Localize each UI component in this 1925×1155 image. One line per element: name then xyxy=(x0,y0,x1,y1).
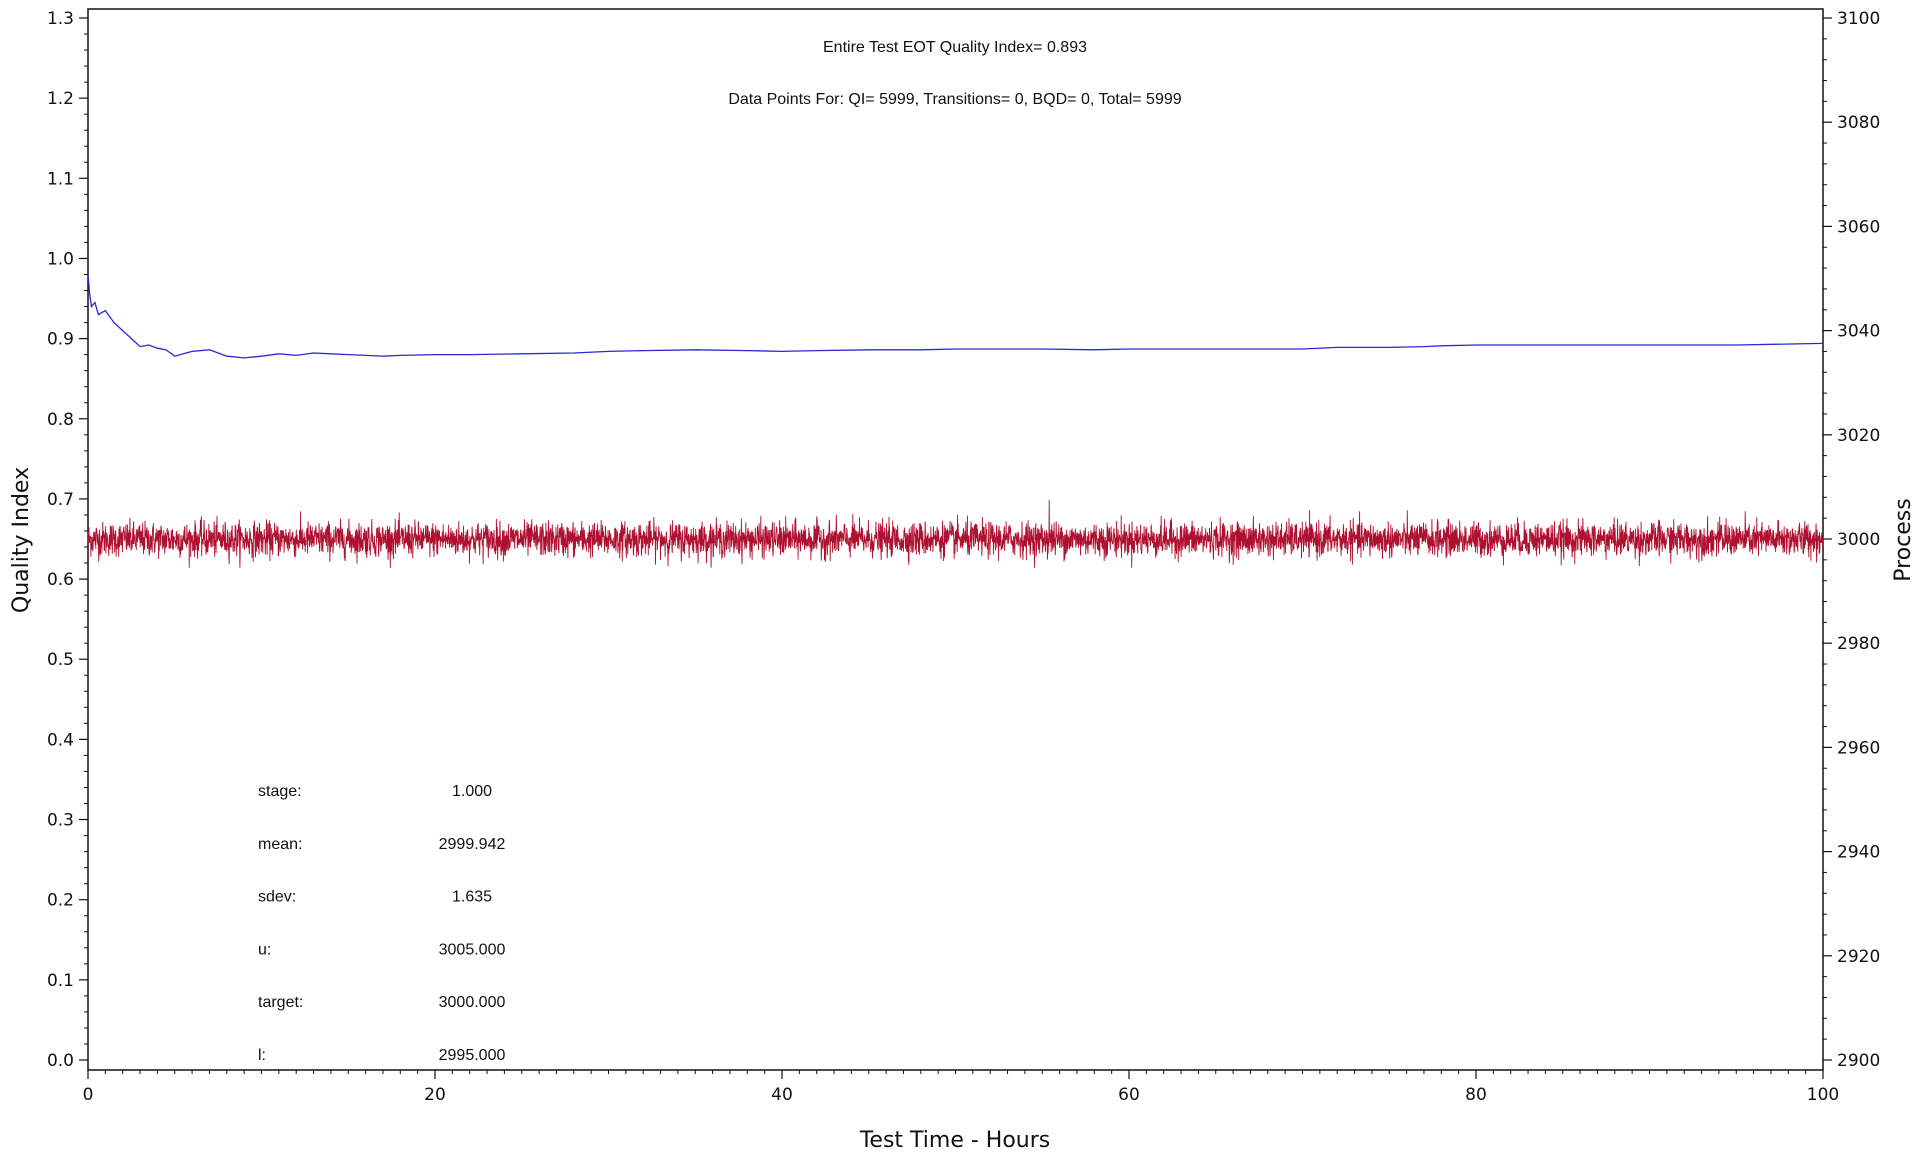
y-left-axis-title: Quality Index xyxy=(9,467,34,613)
stat-value: 1.635 xyxy=(452,889,492,906)
y-right-tick-label: 2980 xyxy=(1837,634,1880,654)
y-left-tick-label: 1.0 xyxy=(47,249,74,269)
y-right-tick-label: 3100 xyxy=(1837,9,1880,29)
y-right-tick-label: 2900 xyxy=(1837,1051,1880,1071)
y-right-tick-label: 2960 xyxy=(1837,738,1880,758)
y-left-tick-label: 0.4 xyxy=(47,730,74,750)
axis-ticks xyxy=(79,17,1832,1079)
y-left-tick-label: 0.7 xyxy=(47,490,74,510)
y-left-tick-label: 0.3 xyxy=(47,811,74,831)
x-tick-label: 0 xyxy=(83,1085,94,1105)
data-points-annotation: Data Points For: QI= 5999, Transitions= … xyxy=(728,91,1181,108)
stat-label: stage: xyxy=(258,783,302,800)
stat-label: target: xyxy=(258,994,303,1011)
x-tick-label: 40 xyxy=(771,1085,793,1105)
quality-index-line xyxy=(87,274,1824,359)
stat-label: sdev: xyxy=(258,889,296,906)
x-tick-label: 60 xyxy=(1118,1085,1140,1105)
stat-label: u: xyxy=(258,941,271,958)
x-tick-label: 20 xyxy=(424,1085,446,1105)
stat-value: 3005.000 xyxy=(439,941,506,958)
y-left-tick-label: 0.5 xyxy=(47,650,74,670)
y-left-tick-label: 0.2 xyxy=(47,891,74,911)
series-layer xyxy=(87,274,1824,568)
y-right-tick-label: 3080 xyxy=(1837,113,1880,133)
stat-value: 3000.000 xyxy=(439,994,506,1011)
stats-panel: stage: 1.000 mean: 2999.942 sdev: 1.635 u: 3005… xyxy=(258,783,505,1064)
y-right-tick-label: 3060 xyxy=(1837,217,1880,237)
y-right-tick-label: 2940 xyxy=(1837,843,1880,863)
x-axis-title: Test Time - Hours xyxy=(859,1128,1051,1153)
x-tick-label: 100 xyxy=(1807,1085,1839,1105)
y-right-tick-label: 3000 xyxy=(1837,530,1880,550)
stat-label: mean: xyxy=(258,836,302,853)
y-left-tick-label: 0.1 xyxy=(47,971,74,991)
y-left-tick-label: 0.9 xyxy=(47,330,74,350)
y-left-tick-label: 0.6 xyxy=(47,570,74,590)
y-left-tick-label: 1.3 xyxy=(47,9,74,29)
y-right-tick-label: 3040 xyxy=(1837,322,1880,342)
stat-label: l: xyxy=(258,1047,266,1064)
x-tick-label: 80 xyxy=(1465,1085,1487,1105)
stat-value: 1.000 xyxy=(452,783,492,800)
y-left-tick-label: 0.8 xyxy=(47,410,74,430)
y-left-tick-label: 1.2 xyxy=(47,89,74,109)
y-left-tick-label: 1.1 xyxy=(47,169,74,189)
eot-quality-annotation: Entire Test EOT Quality Index= 0.893 xyxy=(823,39,1087,56)
y-right-tick-label: 2920 xyxy=(1837,947,1880,967)
axis-tick-labels: 0 20 40 60 80 100 0.0 0.1 0.2 0.3 0.4 0.5 0.6 0.7 0.8 0… xyxy=(47,9,1880,1105)
stat-value: 2995.000 xyxy=(439,1047,506,1064)
y-right-tick-label: 3020 xyxy=(1837,426,1880,446)
process-line xyxy=(87,499,1824,568)
y-left-tick-label: 0.0 xyxy=(47,1051,74,1071)
y-right-axis-title: Process xyxy=(1891,498,1916,581)
stat-value: 2999.942 xyxy=(439,836,506,853)
